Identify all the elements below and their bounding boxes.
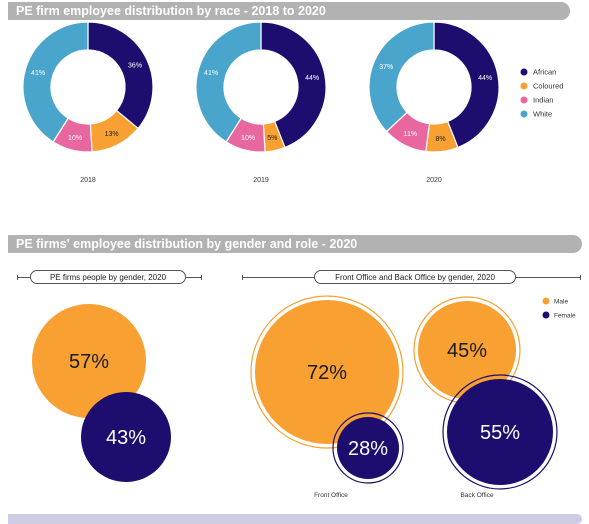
category-label-back-office: Back Office [460,492,494,499]
bubble-back-female-circle [447,379,553,485]
bubble-overall-male: 57% [32,304,146,418]
donut-year-label-2018: 2018 [80,177,96,184]
donut-2020-label-white: 37% [379,64,393,71]
legend-label-coloured: Coloured [533,82,563,91]
bubble-front-female-label: 28% [348,438,388,460]
bubble-back-male-label: 45% [447,340,487,362]
donut-2020-slice-white [368,22,435,133]
bubble-front-male: 72% [250,295,404,449]
left-subtitle-tick-left [17,275,18,280]
donut-2019-label-african: 44% [305,75,319,82]
donut-2018-slice-white [22,22,89,143]
legend-swatch-white [520,110,528,118]
bubble-back-female-ring [442,374,558,490]
bubble-front-female-ring [332,412,404,484]
donut-year-label-2020: 2020 [426,177,442,184]
bubble-overall-female-circle [81,392,171,482]
right-subtitle-tick-left [242,275,243,280]
race-section-header: PE firm employee distribution by race - … [8,2,570,20]
bubble-back-male-circle [418,301,516,399]
donut-2018-label-indian: 10% [68,135,82,142]
donut-2019-slice-african [260,22,327,149]
right-subtitle: Front Office and Back Office by gender, … [314,270,516,284]
bubble-overall-female: 43% [81,392,171,482]
donut-2020-label-coloured: 8% [435,136,445,143]
bubble-front-female: 28% [332,412,404,484]
left-subtitle: PE firms people by gender, 2020 [30,270,186,284]
category-label-front-office: Front Office [314,492,348,499]
donut-year-label-2019: 2019 [253,177,269,184]
legend-label-white: White [533,110,552,119]
legend-label-female: Female [554,313,576,320]
donut-2018-label-african: 36% [128,62,142,69]
donut-2019-label-indian: 10% [241,135,255,142]
donut-2018-label-white: 41% [31,70,45,77]
bubble-back-female-label: 55% [480,422,520,444]
bubble-overall-male-circle [32,304,146,418]
legend-label-male: Male [554,299,568,306]
legend-swatch-female [542,311,550,319]
legend-swatch-african [520,68,528,76]
bubble-overall-female-label: 43% [106,427,146,449]
donut-2019-slice-white [195,22,262,143]
next-section-bar [8,514,582,524]
bubble-front-female-circle [337,417,399,479]
donut-2020-slice-african [433,22,500,149]
legend-swatch-male [542,297,550,305]
race-donut-charts: 36% 13% 10% 41% 2018 44% 5% 10% 41% 2019 44% 8% 11% 3… [22,22,563,184]
legend-swatch-coloured [520,82,528,90]
legend-swatch-indian [520,96,528,104]
legend-label-indian: Indian [533,96,553,105]
donut-2020-label-african: 44% [478,75,492,82]
left-subtitle-tick-right [201,275,202,280]
donut-2019-label-coloured: 5% [267,135,277,142]
bubble-front-male-circle [255,300,399,444]
donut-2018-slice-african [87,22,154,130]
bubble-front-male-label: 72% [307,362,347,384]
gender-section-header: PE firms' employee distribution by gende… [8,235,582,253]
bubble-back-female: 55% [442,374,558,490]
donut-2019-label-white: 41% [204,70,218,77]
donut-2020-label-indian: 11% [404,131,418,138]
legend-label-african: African [533,68,556,77]
right-subtitle-tick-right [580,275,581,280]
donut-2018-label-coloured: 13% [105,131,119,138]
bubble-overall-male-label: 57% [69,351,109,373]
bubble-back-male: 45% [413,296,521,404]
bubble-front-male-ring [250,295,404,449]
